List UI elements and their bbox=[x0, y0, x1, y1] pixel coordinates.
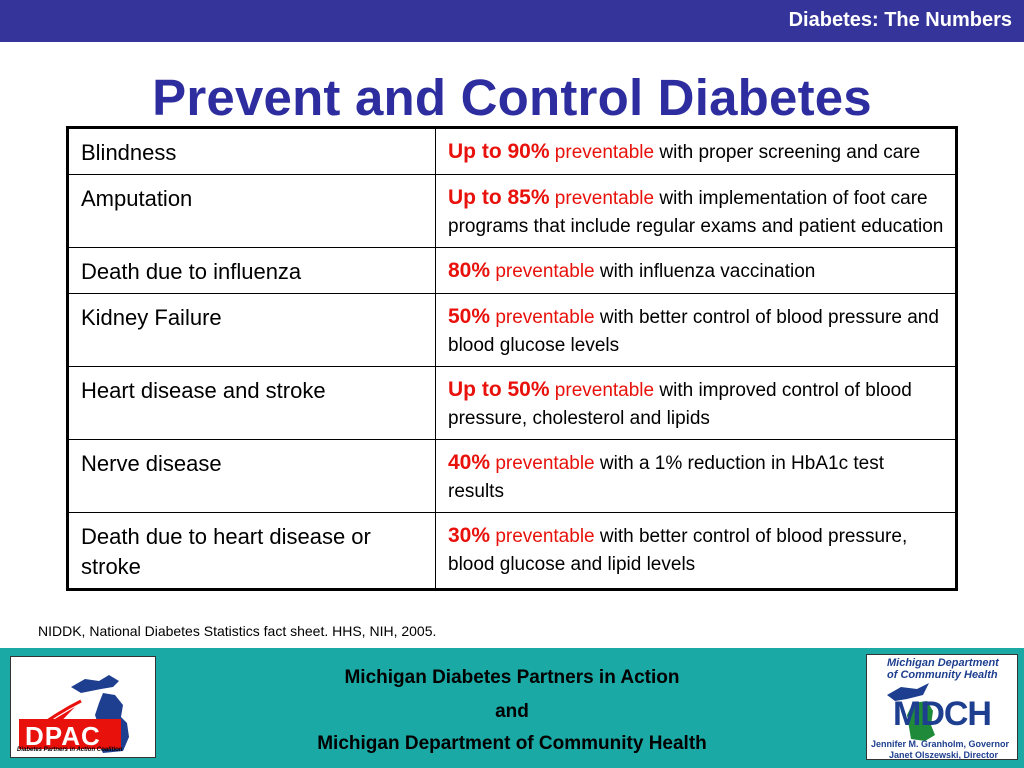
prevention-detail-cell: Up to 85% preventable with implementatio… bbox=[435, 174, 957, 248]
prevention-method: with proper screening and care bbox=[654, 142, 921, 163]
condition-cell: Blindness bbox=[67, 127, 436, 175]
top-bar: Diabetes: The Numbers bbox=[0, 0, 1024, 42]
prevention-table: Blindness Up to 90% preventable with prop… bbox=[66, 126, 958, 591]
preventable-label: preventable bbox=[495, 453, 595, 474]
mdch-org-line-1: Michigan Department bbox=[887, 657, 999, 669]
footer-bar bbox=[0, 648, 1024, 768]
condition-cell: Death due to heart disease or stroke bbox=[67, 512, 436, 590]
section-title: Diabetes: The Numbers bbox=[788, 9, 1012, 31]
footer-line-1: Michigan Diabetes Partners in Action bbox=[344, 667, 680, 688]
dpac-logo: DPAC Diabetes Partners in Action Coaliti… bbox=[10, 656, 156, 758]
mdch-org-line-2: of Community Health bbox=[887, 669, 998, 681]
mdch-governor: Jennifer M. Granholm, Governor bbox=[871, 739, 1010, 749]
condition-cell: Heart disease and stroke bbox=[67, 366, 436, 440]
mdch-logo: Michigan Department of Community Health … bbox=[866, 654, 1018, 760]
dpac-letters: DPAC bbox=[25, 721, 101, 751]
table-row: Nerve disease 40% preventable with a 1% r… bbox=[67, 439, 957, 513]
condition-cell: Amputation bbox=[67, 174, 436, 248]
table-body: Blindness Up to 90% preventable with prop… bbox=[67, 127, 957, 590]
preventable-label: preventable bbox=[554, 380, 655, 401]
prevention-method: with better control of blood pressure an… bbox=[448, 307, 939, 356]
prevention-method: with influenza vaccination bbox=[594, 261, 816, 282]
preventable-label: preventable bbox=[495, 307, 595, 328]
table-row: Death due to influenza 80% preventable wi… bbox=[67, 247, 957, 294]
prevention-rate: 30% bbox=[448, 524, 491, 547]
prevention-rate: Up to 50% bbox=[448, 378, 550, 401]
prevention-detail-cell: 80% preventable with influenza vaccinati… bbox=[435, 247, 957, 294]
prevention-detail-cell: 30% preventable with better control of b… bbox=[435, 512, 957, 590]
prevention-rate: Up to 85% bbox=[448, 186, 550, 209]
preventable-label: preventable bbox=[554, 142, 655, 163]
prevention-rate: 80% bbox=[448, 259, 491, 282]
condition-cell: Death due to influenza bbox=[67, 247, 436, 294]
preventable-label: preventable bbox=[495, 261, 595, 282]
table-row: Kidney Failure 50% preventable with bette… bbox=[67, 293, 957, 367]
condition-cell: Kidney Failure bbox=[67, 293, 436, 367]
table-row: Heart disease and stroke Up to 50% preven… bbox=[67, 366, 957, 440]
slide-title: Prevent and Control Diabetes bbox=[152, 69, 872, 126]
prevention-detail-cell: Up to 90% preventable with proper screen… bbox=[435, 127, 957, 175]
footer-line-3: Michigan Department of Community Health bbox=[317, 733, 707, 754]
table-row: Death due to heart disease or stroke 30% … bbox=[67, 512, 957, 590]
preventable-label: preventable bbox=[554, 188, 655, 209]
footer-line-2: and bbox=[495, 701, 529, 722]
prevention-detail-cell: 50% preventable with better control of b… bbox=[435, 293, 957, 367]
prevention-rate: Up to 90% bbox=[448, 140, 550, 163]
prevention-detail-cell: 40% preventable with a 1% reduction in H… bbox=[435, 439, 957, 513]
condition-cell: Nerve disease bbox=[67, 439, 436, 513]
table-row: Amputation Up to 85% preventable with imp… bbox=[67, 174, 957, 248]
mdch-letters: MDCH bbox=[893, 695, 992, 733]
prevention-rate: 40% bbox=[448, 451, 491, 474]
prevention-method: with implementation of foot care program… bbox=[448, 188, 944, 237]
prevention-method: with a 1% reduction in HbA1c test result… bbox=[448, 453, 884, 502]
prevention-method: with improved control of blood pressure,… bbox=[448, 380, 912, 429]
michigan-map-icon bbox=[887, 683, 935, 741]
prevention-method: with better control of blood pressure, b… bbox=[448, 526, 908, 575]
michigan-map-icon bbox=[19, 675, 129, 753]
prevention-rate: 50% bbox=[448, 305, 491, 328]
source-note: NIDDK, National Diabetes Statistics fact… bbox=[38, 623, 437, 639]
prevention-detail-cell: Up to 50% preventable with improved cont… bbox=[435, 366, 957, 440]
table-row: Blindness Up to 90% preventable with prop… bbox=[67, 127, 957, 175]
mdch-director: Janet Olszewski, Director bbox=[889, 750, 999, 760]
preventable-label: preventable bbox=[495, 526, 595, 547]
dpac-tagline: Diabetes Partners in Action Coalition bbox=[17, 747, 123, 753]
